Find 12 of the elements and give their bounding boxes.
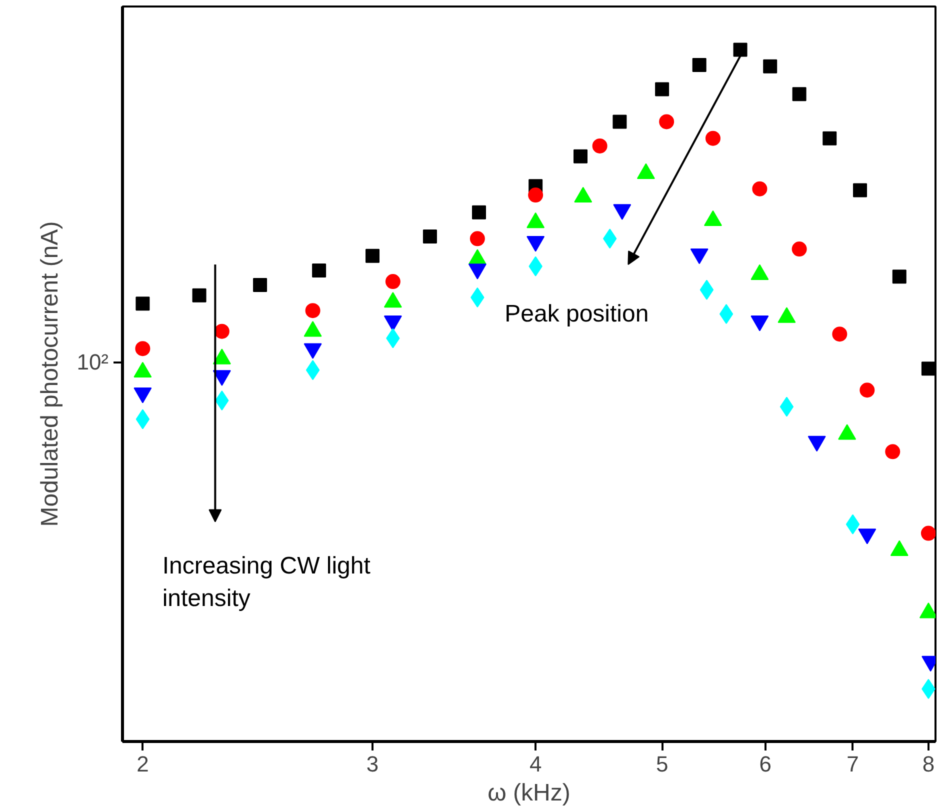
annotation: Peak position [504, 300, 649, 328]
text: 10² [76, 350, 108, 375]
x-tick-label: 8 [922, 752, 935, 776]
y-axis-title: Modulated photocurrent (nA) [36, 221, 64, 527]
annotation: Increasing CW light intensity [162, 552, 371, 612]
x-axis-title: ω (kHz) [488, 780, 570, 806]
x-tick-label: 4 [529, 752, 542, 776]
x-tick-label: 5 [656, 752, 668, 776]
x-tick-label: 6 [759, 752, 772, 776]
x-tick-label: 3 [366, 752, 379, 776]
x-tick-label: 2 [136, 752, 149, 776]
x-tick-label: 7 [846, 752, 859, 776]
